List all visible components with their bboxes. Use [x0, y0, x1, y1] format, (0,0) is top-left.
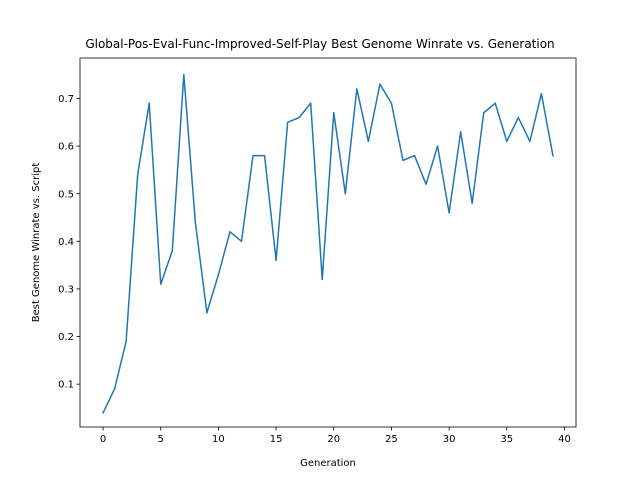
data-point — [206, 311, 208, 314]
data-point — [159, 283, 162, 285]
data-point — [402, 159, 404, 162]
x-tick-label: 30 — [443, 434, 456, 445]
data-point — [552, 154, 554, 157]
data-point — [390, 102, 393, 104]
x-tick-label: 20 — [327, 434, 340, 445]
data-point — [321, 278, 323, 281]
data-point — [413, 154, 416, 157]
data-point — [113, 388, 116, 390]
data-point — [183, 73, 185, 76]
data-point — [240, 240, 243, 243]
data-point — [506, 140, 508, 143]
data-point — [517, 116, 520, 119]
y-tick-label: 0.5 — [58, 189, 74, 200]
x-axis-ticks: 0 5 10 15 20 25 30 35 40 — [100, 427, 571, 445]
data-point — [136, 173, 139, 176]
x-tick-label: 40 — [558, 434, 571, 445]
chart-title: Global-Pos-Eval-Func-Improved-Self-Play … — [85, 37, 554, 51]
data-point — [367, 140, 370, 143]
y-tick-label: 0.2 — [58, 332, 74, 343]
data-point — [194, 221, 197, 224]
data-point — [171, 250, 174, 252]
data-point — [436, 145, 439, 147]
y-axis-ticks: 0.1 0.2 0.3 0.4 0.5 0.6 0.7 — [58, 94, 80, 391]
x-tick-label: 35 — [500, 434, 513, 445]
y-tick-label: 0.1 — [58, 380, 74, 391]
data-point — [263, 154, 266, 157]
data-point — [333, 112, 335, 114]
y-tick-label: 0.6 — [58, 142, 74, 153]
x-tick-label: 10 — [212, 434, 225, 445]
data-point — [298, 116, 300, 119]
data-point — [356, 88, 358, 90]
x-tick-label: 5 — [158, 434, 164, 445]
data-point — [102, 411, 104, 414]
data-point — [252, 154, 254, 157]
plot-frame — [79, 57, 577, 428]
data-point — [425, 183, 427, 185]
data-point — [309, 102, 312, 104]
data-point — [275, 259, 277, 262]
data-point — [286, 121, 289, 124]
data-point — [494, 102, 497, 104]
x-tick-label: 0 — [100, 434, 106, 445]
plot-area — [79, 57, 577, 428]
data-point — [482, 112, 485, 114]
y-tick-label: 0.3 — [58, 285, 74, 296]
x-tick-label: 25 — [385, 434, 398, 445]
data-point — [448, 211, 450, 214]
data-point — [125, 340, 127, 343]
series-layer — [102, 73, 554, 414]
data-point — [229, 231, 231, 233]
data-point — [379, 83, 381, 85]
data-point — [148, 102, 150, 104]
data-point — [344, 192, 347, 195]
data-point — [471, 202, 473, 204]
x-tick-label: 15 — [270, 434, 283, 445]
series-line — [102, 73, 554, 414]
data-point — [540, 92, 543, 95]
data-point — [529, 140, 531, 143]
y-axis-label: Best Genome Winrate vs. Script — [31, 163, 42, 323]
y-tick-label: 0.7 — [58, 94, 74, 105]
data-point — [217, 273, 220, 276]
data-point — [459, 131, 462, 133]
y-tick-label: 0.4 — [58, 237, 74, 248]
x-axis-label: Generation — [300, 458, 356, 469]
